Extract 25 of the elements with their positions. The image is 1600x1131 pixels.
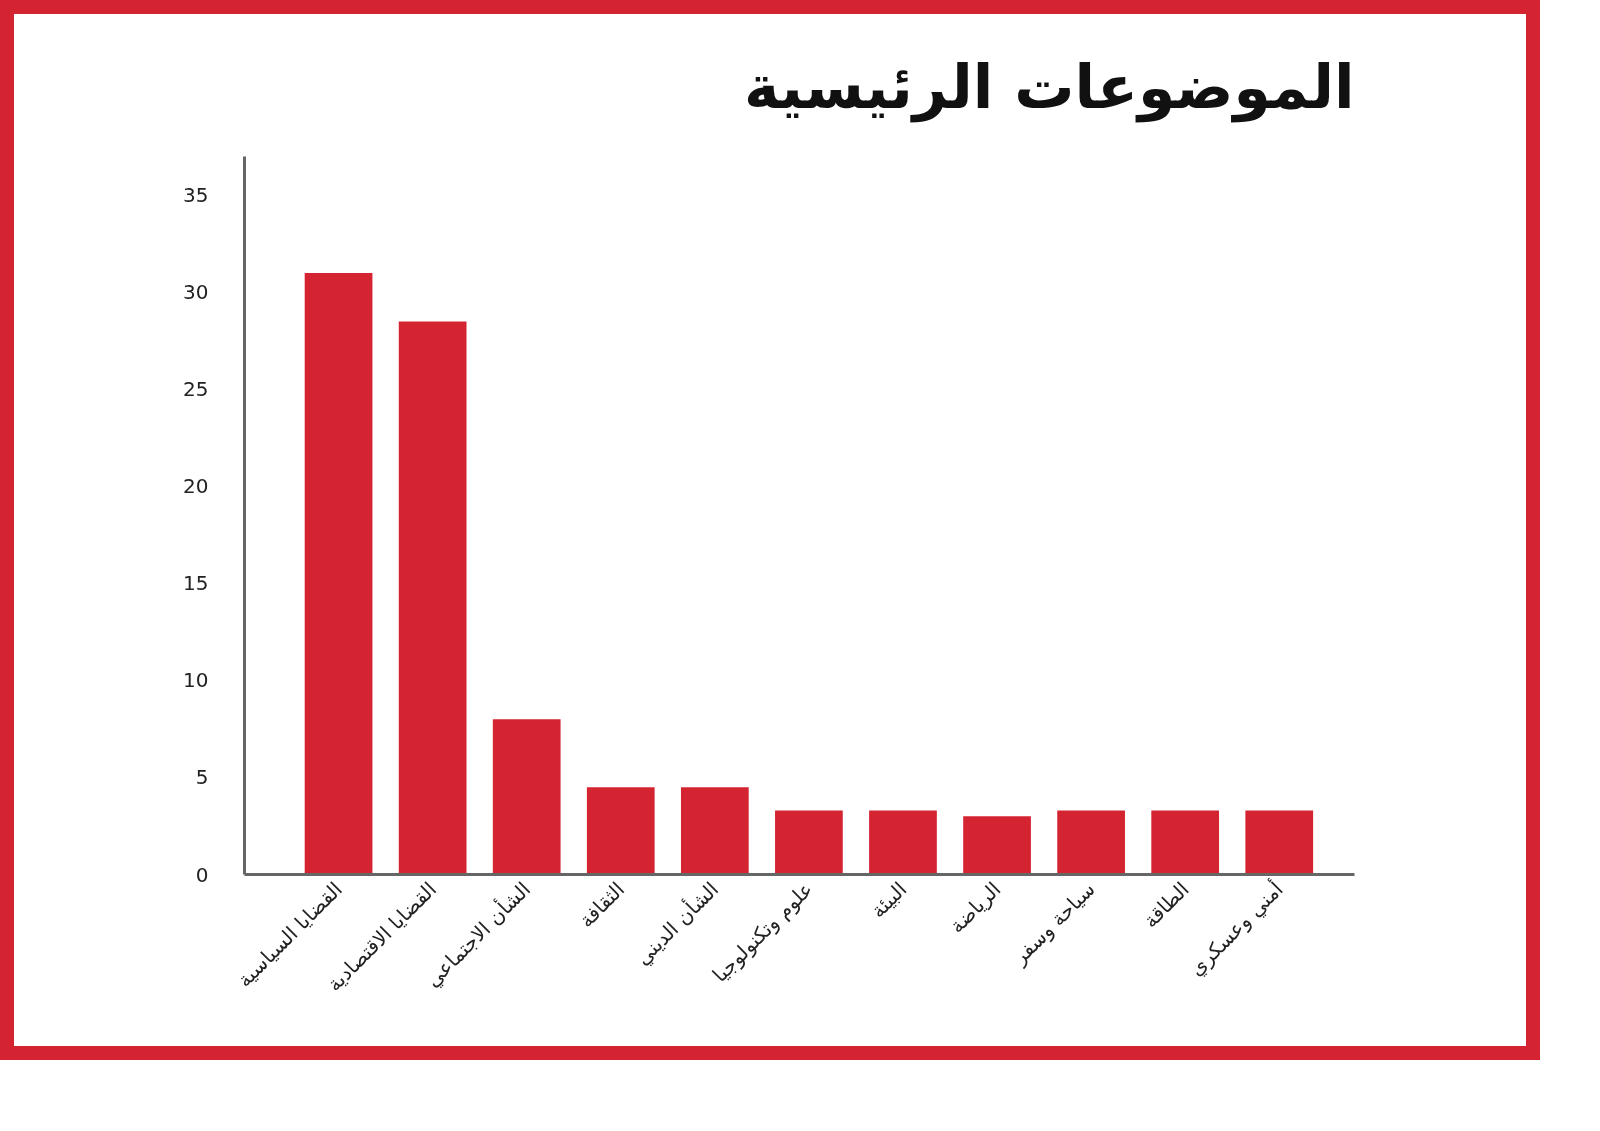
bar [398, 321, 467, 875]
y-tick-label: 15 [183, 571, 209, 596]
bar [869, 810, 937, 875]
y-tick-label: 30 [183, 280, 209, 305]
bar [304, 272, 373, 875]
y-tick-label: 10 [183, 668, 209, 693]
y-tick-label: 25 [183, 377, 209, 402]
bar [963, 816, 1031, 875]
y-tick-label: 35 [183, 183, 209, 208]
y-tick-label: 20 [183, 474, 209, 499]
bar [1245, 810, 1314, 875]
x-tick-label: الرياضة [944, 877, 1006, 938]
x-tick-label: سياحة وسفر [1007, 877, 1100, 970]
y-tick-label: 0 [195, 862, 209, 887]
bar [1151, 810, 1220, 875]
bar [492, 719, 561, 875]
chart-title: الموضوعات الرئيسية [743, 51, 1355, 123]
x-tick-label: البيئة [865, 877, 912, 923]
x-tick-label: الطاقة [1138, 877, 1194, 933]
bar [1057, 810, 1125, 875]
bar [680, 787, 749, 875]
y-tick-label: 5 [195, 765, 209, 790]
x-tick-label: الثقافة [573, 877, 630, 933]
bar [775, 810, 843, 875]
bar [586, 787, 655, 875]
